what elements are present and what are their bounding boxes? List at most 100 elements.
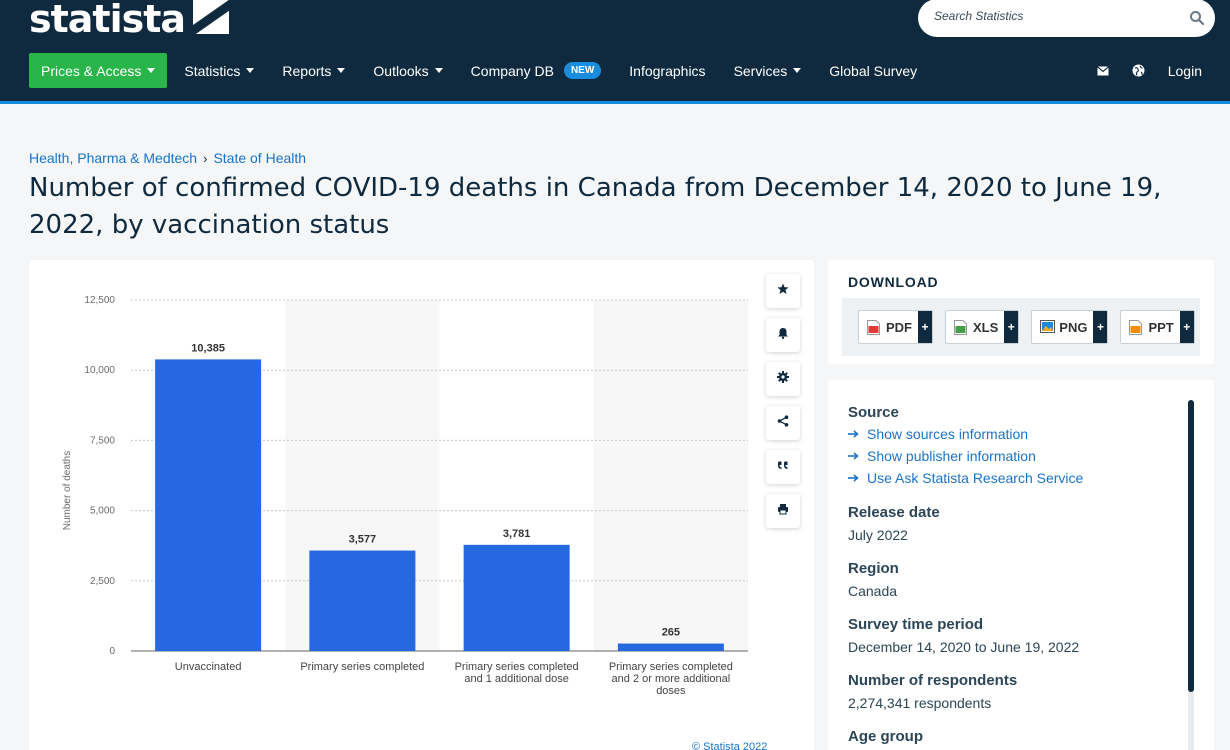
nav-utility: Login xyxy=(1096,53,1202,88)
nav-label: Global Survey xyxy=(829,62,918,79)
ask-statista-link[interactable]: Use Ask Statista Research Service xyxy=(848,470,1083,486)
release-date-heading: Release date xyxy=(848,504,940,521)
nav-label: Infographics xyxy=(629,62,706,79)
bar xyxy=(155,359,262,651)
search-icon[interactable] xyxy=(1189,10,1205,26)
nav-outlooks[interactable]: Outlooks xyxy=(373,62,443,79)
x-tick-label: Primary series completed xyxy=(455,661,579,673)
region-value: Canada xyxy=(848,583,898,599)
category-band xyxy=(593,300,748,651)
png-file-icon xyxy=(1040,319,1056,335)
statista-logo[interactable]: statista xyxy=(29,0,230,41)
y-tick-label: 5,000 xyxy=(90,506,115,517)
download-label: PDF xyxy=(886,319,912,335)
gear-icon xyxy=(777,370,789,388)
nav-statistics[interactable]: Statistics xyxy=(184,62,255,79)
nav-services[interactable]: Services xyxy=(734,63,802,79)
breadcrumb-separator: › xyxy=(203,150,208,166)
respondents-value: 2,274,341 respondents xyxy=(848,695,992,711)
caret-down-icon xyxy=(246,68,255,73)
respondents-heading: Number of respondents xyxy=(848,672,1018,689)
download-png-button[interactable]: PNG + xyxy=(1031,310,1109,344)
link-label: Show publisher information xyxy=(867,448,1036,464)
copyright-link[interactable]: © Statista 2022 xyxy=(692,741,768,750)
ppt-file-icon xyxy=(1129,319,1143,335)
y-tick-label: 10,000 xyxy=(84,365,115,376)
source-heading: Source xyxy=(848,404,899,421)
nav-label: Statistics xyxy=(184,62,241,79)
release-date-value: July 2022 xyxy=(848,527,908,543)
data-label: 265 xyxy=(662,627,680,639)
download-label: PPT xyxy=(1148,319,1174,335)
arrow-right-icon xyxy=(848,427,860,441)
x-tick-label: and 2 or more additional xyxy=(612,673,731,685)
logo-wordmark: statista xyxy=(29,0,186,41)
search-input[interactable] xyxy=(934,9,1174,23)
cite-button[interactable] xyxy=(766,450,800,484)
breadcrumb-health-pharma[interactable]: Health, Pharma & Medtech xyxy=(29,150,198,166)
notification-button[interactable] xyxy=(766,318,800,352)
x-tick-label: and 1 additional dose xyxy=(464,673,569,685)
nav-label: Outlooks xyxy=(373,62,429,79)
show-publisher-link[interactable]: Show publisher information xyxy=(848,448,1036,464)
nav-label: Prices & Access xyxy=(41,62,142,79)
login-link[interactable]: Login xyxy=(1167,62,1202,79)
print-button[interactable] xyxy=(766,494,800,528)
caret-down-icon xyxy=(147,68,156,73)
link-label: Show sources information xyxy=(867,426,1029,442)
data-label: 3,577 xyxy=(349,534,377,546)
nav-label: Company DB xyxy=(470,62,554,79)
settings-button[interactable] xyxy=(766,362,800,396)
scrollbar-thumb[interactable] xyxy=(1188,400,1194,692)
download-label: PNG xyxy=(1059,319,1088,335)
arrow-right-icon xyxy=(848,471,860,485)
survey-period-heading: Survey time period xyxy=(848,616,984,633)
download-card: DOWNLOAD PDF + XLS + PNG + PPT + xyxy=(828,260,1214,364)
download-pdf-button[interactable]: PDF + xyxy=(858,310,933,344)
download-ppt-button[interactable]: PPT + xyxy=(1120,310,1195,344)
page-title: Number of confirmed COVID-19 deaths in C… xyxy=(29,173,1162,240)
share-button[interactable] xyxy=(766,406,800,440)
mail-icon[interactable] xyxy=(1096,64,1110,78)
favorite-button[interactable] xyxy=(766,274,800,308)
plus-icon: + xyxy=(918,311,932,343)
x-tick-label: Unvaccinated xyxy=(175,661,242,673)
x-tick-label: doses xyxy=(656,685,686,697)
region-heading: Region xyxy=(848,560,899,577)
download-buttons: PDF + XLS + PNG + PPT + xyxy=(842,298,1200,356)
bar xyxy=(617,643,724,651)
data-label: 10,385 xyxy=(191,342,225,354)
link-label: Use Ask Statista Research Service xyxy=(867,470,1084,486)
caret-down-icon xyxy=(434,68,443,73)
nav-label: Services xyxy=(733,62,788,79)
download-label: XLS xyxy=(973,319,999,335)
nav-reports[interactable]: Reports xyxy=(282,62,346,79)
nav-prices-access[interactable]: Prices & Access xyxy=(29,53,168,88)
share-icon xyxy=(777,414,789,432)
plus-icon: + xyxy=(1093,311,1108,343)
statistic-details-card: Source Show sources information Show pub… xyxy=(828,380,1214,750)
printer-icon xyxy=(777,502,789,520)
nav-company-db[interactable]: Company DB NEW xyxy=(471,62,602,79)
quote-icon xyxy=(777,458,789,476)
show-sources-link[interactable]: Show sources information xyxy=(848,426,1028,442)
nav-infographics[interactable]: Infographics xyxy=(629,63,705,79)
bar xyxy=(309,550,416,651)
nav-label: Reports xyxy=(282,62,332,79)
data-label: 3,781 xyxy=(503,528,531,540)
bar-chart: 0 2,500 5,000 7,500 10,000 12,500 Number of de… xyxy=(62,295,748,697)
pdf-file-icon xyxy=(867,319,880,335)
y-tick-label: 2,500 xyxy=(90,576,115,587)
download-xls-button[interactable]: XLS + xyxy=(945,310,1020,344)
breadcrumb-state-of-health[interactable]: State of Health xyxy=(213,150,307,166)
top-navigation-bar: statista Prices & Access Statistics Repo… xyxy=(0,0,1230,104)
caret-down-icon xyxy=(793,68,802,73)
search-box xyxy=(918,0,1215,37)
y-tick-label: 12,500 xyxy=(84,295,115,306)
main-nav: Prices & Access Statistics Reports Outlo… xyxy=(29,53,945,88)
globe-icon[interactable] xyxy=(1132,64,1146,78)
xls-file-icon xyxy=(954,319,967,335)
nav-global-survey[interactable]: Global Survey xyxy=(829,63,917,79)
age-group-heading: Age group xyxy=(848,728,923,745)
arrow-right-icon xyxy=(848,449,860,463)
